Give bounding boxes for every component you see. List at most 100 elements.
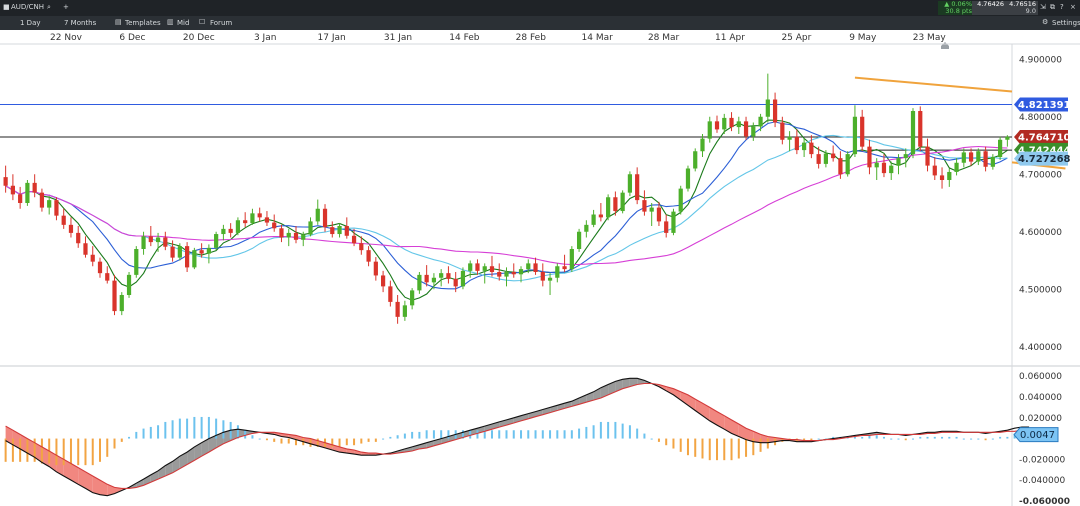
macd-cloud-segment (738, 424, 746, 440)
candle-body (453, 278, 458, 287)
date-tick-label: 14 Feb (449, 33, 480, 43)
candle-body (90, 254, 95, 262)
macd-histogram-bar (447, 430, 450, 439)
macd-cloud-segment (114, 487, 122, 494)
candle-body (163, 237, 168, 247)
price-label-text: 4.821391 (1018, 100, 1071, 111)
templates-icon[interactable]: ▤ (115, 18, 122, 26)
candle-body (852, 116, 858, 155)
candle-body (206, 247, 211, 254)
forum-button[interactable]: Forum (210, 19, 233, 27)
macd-histogram-bar (890, 438, 893, 440)
macd-histogram-bar (541, 430, 544, 439)
date-tick-label: 17 Jan (318, 33, 346, 43)
price-tick-label: 4.500000 (1019, 285, 1062, 295)
macd-histogram-bar (803, 438, 806, 441)
macd-cloud-segment (622, 378, 630, 389)
candle-body (656, 207, 662, 222)
date-tick-label: 28 Mar (648, 33, 680, 43)
candle-body (395, 301, 400, 317)
macd-histogram-bar (1006, 436, 1009, 439)
macd-histogram-bar (737, 438, 740, 459)
candle-body (707, 121, 712, 139)
candle-body (134, 249, 139, 275)
candle-body (598, 214, 603, 218)
bid-price[interactable]: 4.76426 (977, 0, 1004, 8)
date-tick-label: 31 Jan (384, 33, 412, 43)
collapse-icon[interactable]: ⇲ (1040, 3, 1046, 11)
candle-body (410, 290, 415, 306)
candle-body (301, 234, 306, 240)
candle-body (105, 273, 110, 281)
candle-body (388, 286, 393, 302)
interval-select[interactable]: 1 Day (20, 19, 41, 27)
candle-body (308, 221, 313, 235)
candle-body (685, 168, 691, 189)
signal-line (5, 382, 1030, 489)
candle-body (613, 197, 618, 212)
macd-histogram-bar (759, 438, 762, 452)
macd-histogram-bar (193, 416, 196, 439)
date-tick-label: 11 Apr (715, 33, 745, 43)
help-icon[interactable]: ? (1060, 3, 1064, 11)
candle-body (489, 266, 495, 272)
candle-body (97, 261, 103, 274)
candle-body (874, 162, 879, 168)
macd-histogram-bar (628, 425, 631, 439)
macd-cloud-segment (731, 419, 739, 437)
close-icon[interactable]: × (1070, 3, 1076, 11)
macd-histogram-bar (149, 426, 152, 439)
macd-histogram-bar (33, 438, 36, 462)
candle-body (250, 213, 255, 224)
candle-body (896, 158, 901, 166)
macd-histogram-bar (26, 438, 29, 462)
gear-icon[interactable]: ⚙ (1042, 18, 1049, 26)
date-tick-label: 20 Dec (183, 33, 215, 43)
candle-body (518, 269, 524, 275)
macd-histogram-bar (19, 438, 22, 462)
candle-body (112, 280, 117, 312)
macd-histogram-bar (912, 438, 915, 440)
candle-body (373, 261, 378, 276)
macd-histogram-bar (294, 438, 297, 446)
macd-cloud-segment (724, 415, 732, 434)
candle-body (998, 139, 1003, 157)
candle-body (954, 162, 959, 172)
macd-histogram-bar (766, 438, 769, 449)
macd-histogram-bar (512, 430, 515, 439)
popout-icon[interactable]: ⧉ (1050, 3, 1055, 11)
candle-body (772, 99, 778, 123)
range-select[interactable]: 7 Months (64, 19, 97, 27)
forum-icon[interactable]: ☐ (199, 18, 206, 26)
settings-button[interactable]: Settings (1052, 19, 1080, 27)
candle-body (816, 154, 821, 164)
macd-histogram-bar (723, 438, 726, 461)
macd-tick-label: 0.060000 (1019, 372, 1062, 382)
price-type-icon[interactable]: ▥ (167, 18, 174, 26)
macd-histogram-bar (498, 430, 501, 439)
bid-box[interactable]: 4.76426 (972, 1, 1006, 15)
macd-histogram-bar (970, 438, 973, 440)
candle-body (671, 211, 676, 233)
add-symbol-button[interactable]: + (63, 3, 69, 11)
candle-body (867, 146, 872, 168)
ask-price[interactable]: 4.76516 (1009, 0, 1036, 8)
date-axis: 22 Nov 6 Dec 20 Dec 3 Jan 17 Jan 31 Jan 14 Feb… (50, 33, 949, 49)
price-type-button[interactable]: Mid (177, 19, 190, 27)
price-tick-label: 4.400000 (1019, 343, 1062, 353)
ask-box[interactable]: 4.76516 9.0 (1004, 1, 1038, 15)
templates-button[interactable]: Templates (125, 19, 161, 27)
macd-histogram-bar (490, 430, 493, 439)
macd-histogram-bar (962, 438, 965, 440)
change-percent: ▲ 0.06% (944, 0, 972, 8)
candle-body (562, 266, 567, 270)
macd-cloud-segment (419, 442, 427, 449)
macd-histogram-bar (795, 438, 798, 442)
symbol-name[interactable]: AUD/CNH (11, 3, 45, 11)
candle-body (18, 194, 23, 203)
macd-histogram-bar (694, 438, 697, 457)
price-chart[interactable]: 22 Nov 6 Dec 20 Dec 3 Jan 17 Jan 31 Jan 14 Feb… (0, 30, 1080, 506)
candle-body (446, 273, 451, 279)
search-icon[interactable]: ⌕ (47, 3, 51, 11)
macd-histogram-bar (686, 438, 689, 456)
